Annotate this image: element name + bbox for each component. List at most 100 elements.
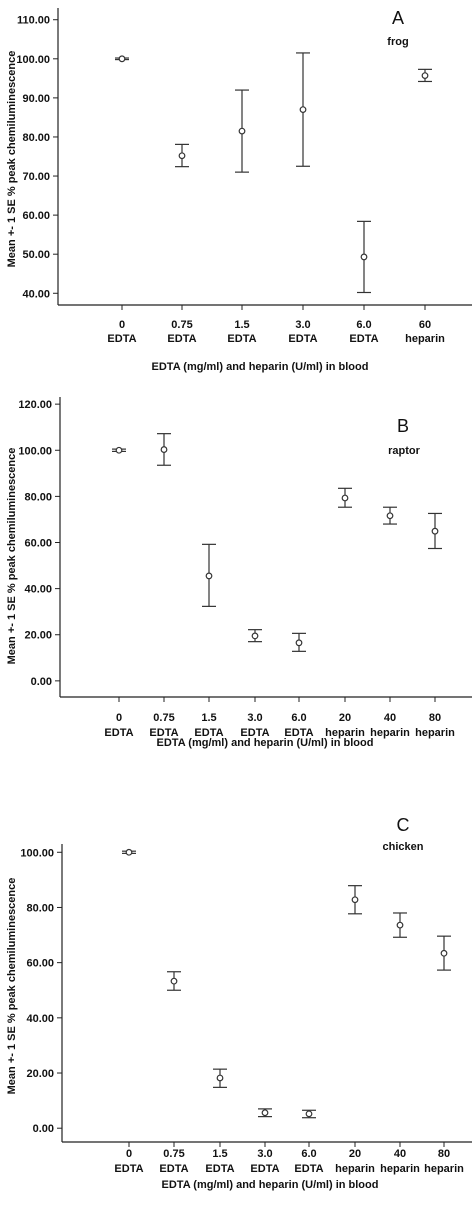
x-tick-label-unit: heparin <box>325 727 365 739</box>
panel-letter: A <box>392 8 404 28</box>
chart-svg-raptor: 0.00 20.00 40.00 60.00 80.00 100.00 120.00 0 EDT… <box>6 397 472 749</box>
mean-point <box>216 1074 224 1082</box>
x-tick-label-value: 80 <box>438 1148 450 1160</box>
mean-point <box>205 572 213 580</box>
x-tick-label-unit: EDTA <box>107 333 136 345</box>
x-tick-label-unit: EDTA <box>205 1163 234 1175</box>
y-tick-label: 100.00 <box>18 445 52 457</box>
x-tick-label-value: 80 <box>429 712 441 724</box>
x-tick-label-value: 3.0 <box>295 319 310 331</box>
x-tick-label-value: 20 <box>349 1148 361 1160</box>
chart-svg-chicken: 0.00 20.00 40.00 60.00 80.00 100.00 0 EDTA 0.75 E… <box>6 815 472 1191</box>
y-tick-label: 20.00 <box>24 630 52 642</box>
x-axis-label: EDTA (mg/ml) and heparin (U/ml) in blood <box>162 1179 379 1191</box>
x-axis-label: EDTA (mg/ml) and heparin (U/ml) in blood <box>152 361 369 373</box>
y-tick-label: 0.00 <box>33 1123 54 1135</box>
y-tick-label: 120.00 <box>18 399 52 411</box>
x-tick-label-unit: EDTA <box>349 333 378 345</box>
y-tick-label: 70.00 <box>22 171 50 183</box>
mean-point <box>386 512 394 520</box>
x-tick-label-value: 6.0 <box>356 319 371 331</box>
y-tick-label: 50.00 <box>22 249 50 261</box>
series-label: raptor <box>388 445 421 457</box>
mean-point <box>421 72 429 80</box>
x-tick-label-value: 60 <box>419 319 431 331</box>
x-tick-label-value: 0.75 <box>171 319 192 331</box>
x-tick-label-unit: EDTA <box>114 1163 143 1175</box>
y-tick-label: 40.00 <box>24 584 52 596</box>
y-tick-label: 100.00 <box>16 54 50 66</box>
mean-point <box>118 55 126 63</box>
y-tick-label: 80.00 <box>24 491 52 503</box>
y-tick-label: 60.00 <box>22 210 50 222</box>
x-tick-label-unit: EDTA <box>284 727 313 739</box>
x-tick-label-unit: EDTA <box>227 333 256 345</box>
chart-panel-chicken: 0.00 20.00 40.00 60.00 80.00 100.00 0 EDTA 0.75 E… <box>0 805 474 1206</box>
x-tick-label-value: 3.0 <box>247 712 262 724</box>
x-tick-label-unit: EDTA <box>250 1163 279 1175</box>
x-tick-label-value: 0 <box>126 1148 132 1160</box>
y-tick-label: 60.00 <box>26 958 54 970</box>
x-tick-label-value: 0.75 <box>163 1148 184 1160</box>
mean-point <box>299 106 307 114</box>
x-tick-label-value: 0 <box>116 712 122 724</box>
x-tick-label-unit: heparin <box>335 1163 375 1175</box>
panel-letter: C <box>397 815 410 835</box>
mean-point <box>360 253 368 261</box>
chart-panel-raptor: 0.00 20.00 40.00 60.00 80.00 100.00 120.00 0 EDT… <box>0 395 474 795</box>
series-label: chicken <box>383 841 424 853</box>
x-tick-label-unit: heparin <box>424 1163 464 1175</box>
x-tick-label-value: 40 <box>394 1148 406 1160</box>
chart-svg-frog: 40.00 50.00 60.00 70.00 80.00 90.00 100.00 110.… <box>6 8 472 373</box>
chart-panel-frog: 40.00 50.00 60.00 70.00 80.00 90.00 100.00 110.… <box>0 0 474 390</box>
x-tick-label-unit: heparin <box>380 1163 420 1175</box>
y-tick-label: 40.00 <box>22 288 50 300</box>
y-tick-label: 90.00 <box>22 93 50 105</box>
x-tick-label-value: 20 <box>339 712 351 724</box>
y-tick-label: 100.00 <box>20 847 54 859</box>
y-tick-label: 40.00 <box>26 1013 54 1025</box>
x-tick-label-unit: EDTA <box>159 1163 188 1175</box>
x-tick-label-unit: EDTA <box>288 333 317 345</box>
y-tick-label: 110.00 <box>17 15 50 27</box>
series-label: frog <box>387 36 408 48</box>
mean-point <box>115 446 123 454</box>
mean-point <box>170 977 178 985</box>
x-tick-label-value: 1.5 <box>234 319 249 331</box>
mean-point <box>238 127 246 135</box>
mean-point <box>125 848 133 856</box>
x-tick-label-unit: EDTA <box>194 727 223 739</box>
y-axis-label: Mean +- 1 SE % peak chemiluminescence <box>6 878 18 1095</box>
x-tick-label-unit: EDTA <box>167 333 196 345</box>
x-tick-label-value: 3.0 <box>257 1148 272 1160</box>
mean-point <box>440 949 448 957</box>
y-tick-label: 0.00 <box>31 676 52 688</box>
mean-point <box>251 632 259 640</box>
x-tick-label-unit: EDTA <box>104 727 133 739</box>
x-tick-label-value: 1.5 <box>201 712 216 724</box>
x-tick-label-value: 0.75 <box>153 712 174 724</box>
y-tick-label: 20.00 <box>26 1068 54 1080</box>
x-tick-label-unit: EDTA <box>149 727 178 739</box>
x-tick-label-value: 0 <box>119 319 125 331</box>
x-tick-label-value: 1.5 <box>212 1148 227 1160</box>
x-tick-label-value: 6.0 <box>291 712 306 724</box>
mean-point <box>341 494 349 502</box>
panel-letter: B <box>397 416 409 436</box>
x-tick-label-unit: EDTA <box>294 1163 323 1175</box>
y-tick-label: 80.00 <box>26 902 54 914</box>
x-tick-label-value: 6.0 <box>301 1148 316 1160</box>
y-tick-label: 80.00 <box>22 132 50 144</box>
x-axis-label: EDTA (mg/ml) and heparin (U/ml) in blood <box>157 737 374 749</box>
y-axis-label: Mean +- 1 SE % peak chemiluminescence <box>6 51 18 268</box>
x-tick-label-unit: heparin <box>415 727 455 739</box>
mean-point <box>351 896 359 904</box>
mean-point <box>305 1110 313 1118</box>
y-tick-label: 60.00 <box>24 538 52 550</box>
mean-point <box>431 527 439 535</box>
y-axis-label: Mean +- 1 SE % peak chemiluminescence <box>6 448 18 665</box>
x-tick-label-unit: heparin <box>405 333 445 345</box>
x-tick-label-unit: heparin <box>370 727 410 739</box>
mean-point <box>295 639 303 647</box>
mean-point <box>160 446 168 453</box>
